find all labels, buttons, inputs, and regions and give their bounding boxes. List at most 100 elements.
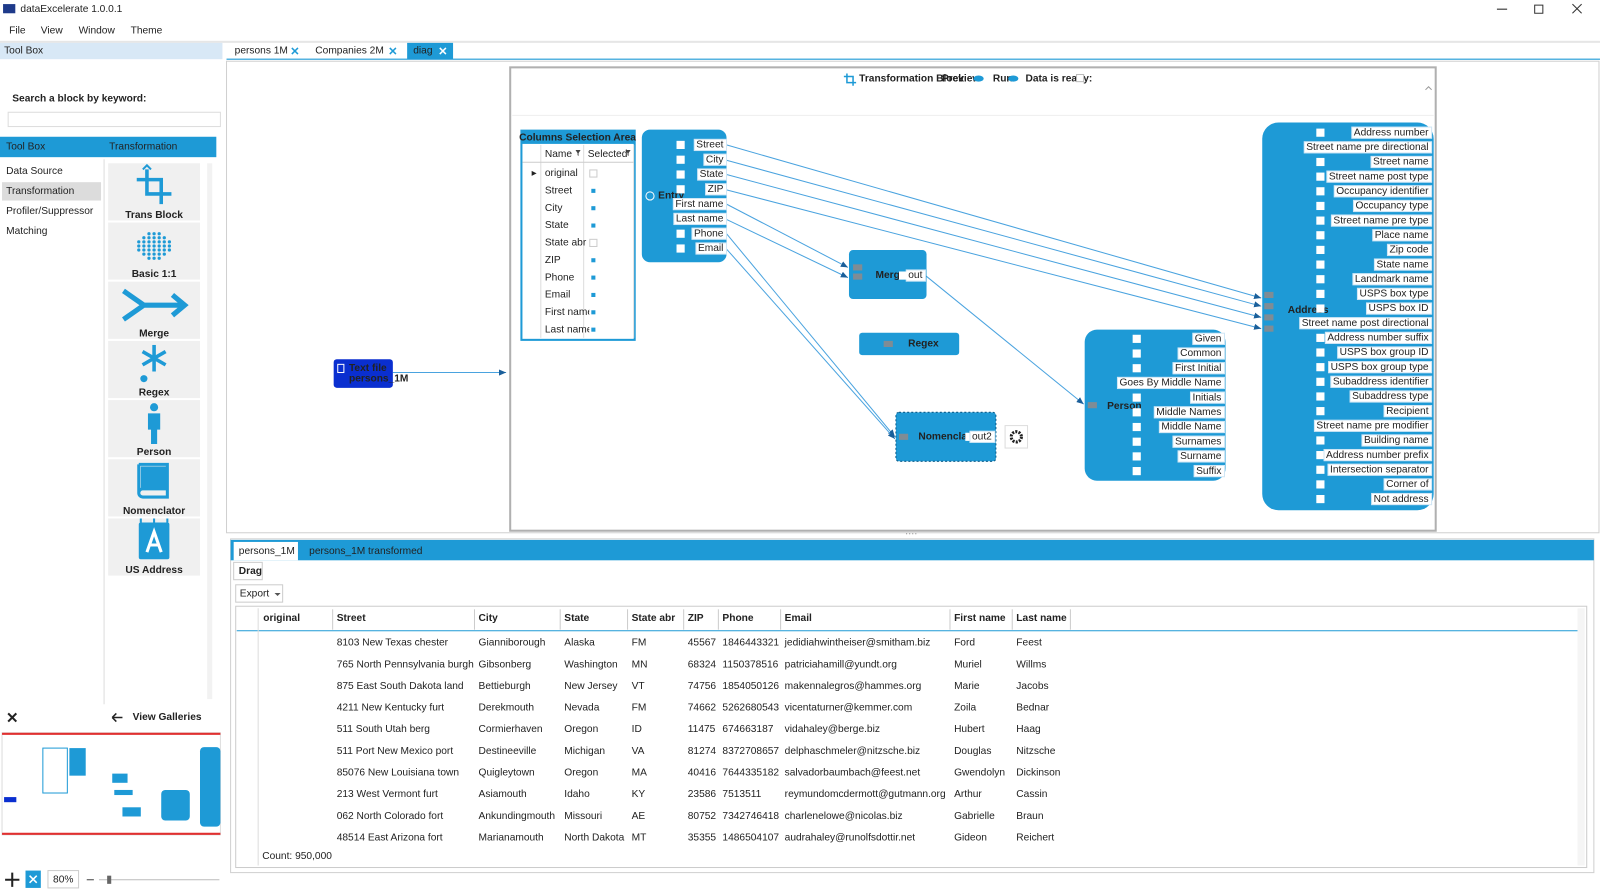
port[interactable] <box>1352 273 1433 286</box>
port[interactable] <box>1372 229 1433 242</box>
port-checkbox[interactable] <box>1316 231 1325 240</box>
port[interactable] <box>1386 243 1433 257</box>
port[interactable] <box>969 430 996 443</box>
port-checkbox[interactable] <box>1316 377 1325 386</box>
port-checkbox[interactable] <box>1316 465 1325 474</box>
port[interactable] <box>1172 362 1225 375</box>
document-tab[interactable]: Companies 2M <box>315 46 384 57</box>
port[interactable] <box>1172 435 1225 448</box>
port[interactable] <box>1370 155 1433 169</box>
port-checkbox[interactable] <box>676 140 685 150</box>
port[interactable] <box>1323 448 1433 462</box>
port-checkbox[interactable] <box>1316 201 1325 211</box>
grid-header[interactable]: original <box>263 613 300 624</box>
menu-item[interactable]: View <box>41 25 64 36</box>
category-item[interactable]: Profiler/Suppressor <box>6 206 94 217</box>
port[interactable] <box>691 227 728 240</box>
port-checkbox[interactable] <box>1316 436 1325 445</box>
port-checkbox[interactable] <box>1316 304 1325 313</box>
scrollbar[interactable] <box>207 163 213 700</box>
port[interactable] <box>697 168 728 181</box>
port[interactable] <box>1351 126 1433 139</box>
close-icon[interactable] <box>7 712 18 723</box>
port[interactable] <box>1313 419 1433 432</box>
document-tab[interactable]: diag <box>413 46 433 57</box>
view-galleries[interactable]: View Galleries <box>133 712 202 723</box>
grid-header[interactable]: Phone <box>722 613 753 624</box>
port-checkbox[interactable] <box>676 185 685 194</box>
grid-header[interactable]: State <box>564 613 589 624</box>
category-item[interactable]: Matching <box>6 226 48 237</box>
menu-item[interactable]: Theme <box>131 25 163 36</box>
drag-box[interactable] <box>233 561 263 581</box>
results-tab[interactable]: persons_1M transformed <box>309 546 423 557</box>
port-checkbox[interactable] <box>676 155 685 164</box>
port[interactable] <box>1153 406 1225 419</box>
results-tab[interactable]: persons_1M <box>239 546 295 557</box>
port-checkbox[interactable] <box>1316 275 1325 284</box>
port-checkbox[interactable] <box>1316 407 1325 416</box>
grid-header[interactable]: Email <box>785 613 812 624</box>
port[interactable] <box>1177 347 1225 360</box>
port-checkbox[interactable] <box>1316 480 1325 489</box>
menu-item[interactable]: Window <box>79 25 116 36</box>
category-item[interactable]: Transformation <box>6 186 74 197</box>
port[interactable] <box>1373 258 1433 271</box>
tab-close[interactable] <box>439 47 447 55</box>
text-file-node[interactable] <box>333 359 393 388</box>
port-checkbox[interactable] <box>1316 216 1325 225</box>
menu-item[interactable]: File <box>9 25 26 36</box>
zoom-handle[interactable] <box>107 875 112 884</box>
port[interactable] <box>1349 390 1433 403</box>
port-checkbox[interactable] <box>1316 157 1325 167</box>
port[interactable] <box>1189 391 1225 404</box>
collapse-icon[interactable] <box>1425 86 1432 91</box>
export-label[interactable]: Export <box>240 589 270 600</box>
port-checkbox[interactable] <box>1132 452 1141 461</box>
port[interactable] <box>705 183 728 196</box>
port-checkbox[interactable] <box>1316 363 1325 372</box>
port-checkbox[interactable] <box>1132 364 1141 373</box>
back-icon[interactable] <box>111 712 123 723</box>
port[interactable] <box>1356 287 1433 301</box>
toolbar-label[interactable]: Run <box>993 73 1013 84</box>
port[interactable] <box>1333 185 1433 198</box>
toolbox-tab[interactable]: Transformation <box>109 142 177 153</box>
port[interactable] <box>1365 302 1433 315</box>
regex-node[interactable] <box>859 332 960 356</box>
port[interactable] <box>1177 450 1225 463</box>
port-checkbox[interactable] <box>1132 422 1141 432</box>
port[interactable] <box>1361 434 1433 447</box>
merge-node[interactable] <box>848 250 927 300</box>
port[interactable] <box>1383 405 1433 418</box>
port[interactable] <box>695 242 728 255</box>
port[interactable] <box>1337 346 1433 359</box>
port-checkbox[interactable] <box>1316 451 1325 460</box>
port[interactable] <box>1324 331 1433 344</box>
port[interactable] <box>1330 375 1433 388</box>
port[interactable] <box>1303 141 1433 154</box>
port[interactable] <box>1193 464 1225 478</box>
minimap[interactable] <box>1 732 221 836</box>
port-checkbox[interactable] <box>1316 333 1325 342</box>
port-checkbox[interactable] <box>1132 349 1141 358</box>
export-button[interactable] <box>235 584 284 603</box>
nomenclator-node[interactable] <box>895 411 997 462</box>
port-checkbox[interactable] <box>676 170 685 179</box>
port[interactable] <box>693 138 728 152</box>
zoom-box[interactable] <box>47 870 80 889</box>
grid-scrollbar[interactable] <box>1577 608 1585 866</box>
port[interactable] <box>672 197 728 211</box>
port-checkbox[interactable] <box>1316 289 1325 298</box>
port[interactable] <box>1383 478 1433 491</box>
port[interactable] <box>1327 463 1433 476</box>
window-controls[interactable] <box>1496 3 1582 14</box>
search-input[interactable] <box>7 111 221 128</box>
grid-header[interactable]: State abr <box>632 613 676 624</box>
grid-header[interactable]: Last name <box>1016 613 1067 624</box>
port-checkbox[interactable] <box>1132 408 1141 417</box>
grid-header[interactable]: First name <box>954 613 1006 624</box>
toolbox-tab[interactable]: Tool Box <box>6 142 45 153</box>
toolbar-label[interactable]: Preview <box>942 73 981 84</box>
port-checkbox[interactable] <box>1316 128 1325 137</box>
